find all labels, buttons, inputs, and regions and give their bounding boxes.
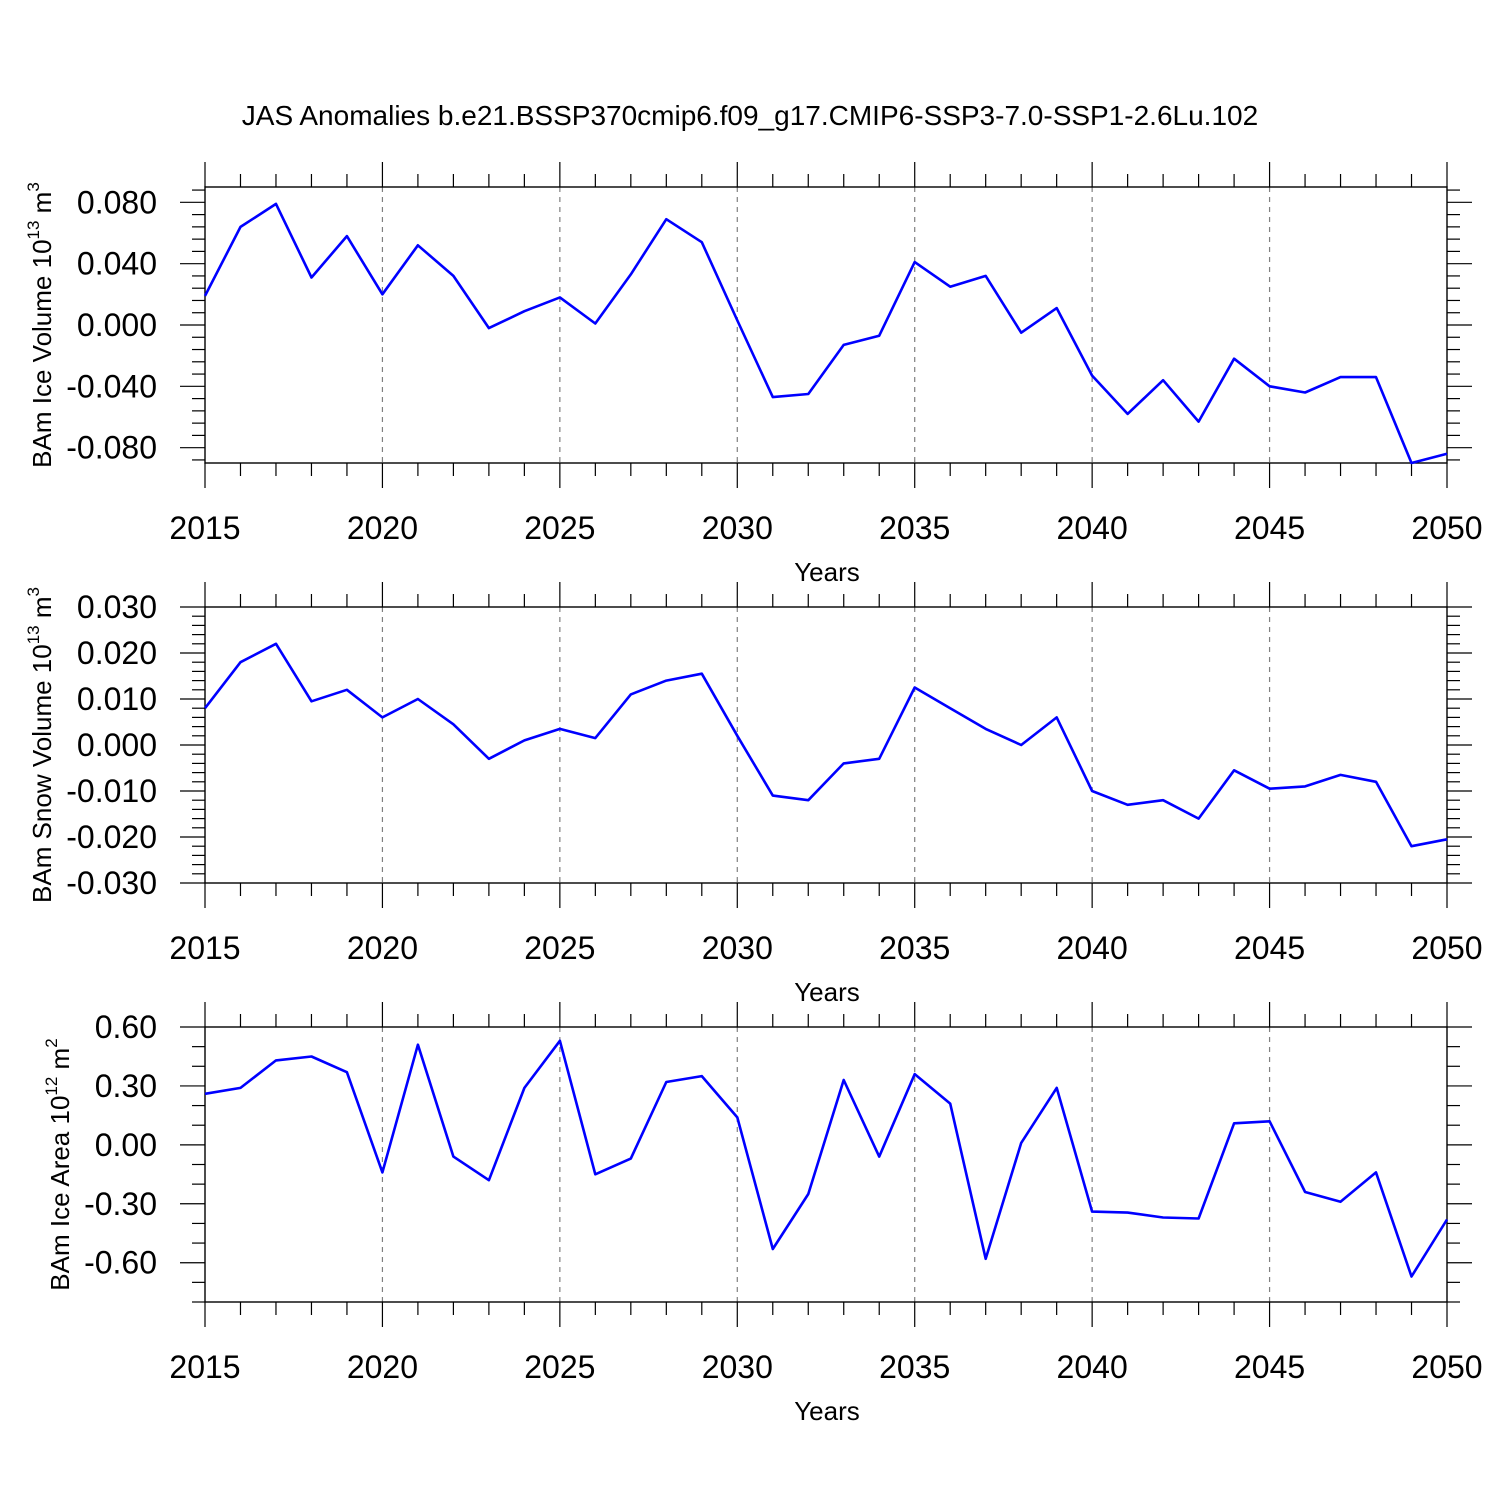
x-tick-label: 2030	[702, 930, 773, 966]
x-axis-label: Years	[794, 1396, 860, 1426]
y-axis-label: BAm Ice Area 1012 m2	[42, 1038, 75, 1290]
y-tick-label: -0.040	[66, 368, 157, 404]
y-axis-label-unit: m	[27, 192, 57, 221]
x-tick-label: 2050	[1411, 1349, 1482, 1385]
x-tick-label: 2050	[1411, 510, 1482, 546]
x-tick-label: 2025	[524, 510, 595, 546]
x-tick-label: 2020	[347, 510, 418, 546]
x-tick-label: 2020	[347, 930, 418, 966]
y-axis-label-exponent: 12	[42, 1077, 61, 1096]
y-tick-label: -0.030	[66, 865, 157, 901]
x-tick-label: 2050	[1411, 930, 1482, 966]
y-axis-label: BAm Snow Volume 1013 m3	[24, 587, 57, 903]
y-tick-label: 0.30	[95, 1068, 157, 1104]
y-axis-label-unit-exponent: 2	[42, 1038, 61, 1047]
x-tick-label: 2015	[169, 1349, 240, 1385]
series-line	[203, 202, 1448, 465]
chart-panel-3: 0.60 0.30 0.00 -0.30 -0.60 2015 2020 2025 2030 20…	[42, 1002, 1483, 1426]
chart-panel-1: 0.080 0.040 0.000 -0.040 -0.080 2015 2020 2025 2…	[24, 162, 1483, 587]
series-line	[203, 642, 1448, 848]
y-axis-label-unit: m	[27, 596, 57, 625]
y-tick-label: -0.010	[66, 773, 157, 809]
x-tick-label: 2025	[524, 1349, 595, 1385]
y-tick-label: 0.000	[77, 727, 157, 763]
y-tick-label: 0.60	[95, 1009, 157, 1045]
y-axis-label-exponent: 13	[24, 221, 43, 240]
x-axis-label: Years	[794, 977, 860, 1007]
x-tick-label: 2045	[1234, 930, 1305, 966]
x-tick-label: 2020	[347, 1349, 418, 1385]
x-tick-label: 2040	[1057, 1349, 1128, 1385]
y-tick-label: -0.30	[84, 1186, 157, 1222]
y-tick-label: 0.030	[77, 589, 157, 625]
x-tick-label: 2030	[702, 510, 773, 546]
x-tick-label: 2045	[1234, 1349, 1305, 1385]
series-line	[204, 1039, 1449, 1278]
y-axis-label-text: BAm Snow Volume 10	[27, 644, 57, 903]
chart-panel-2: 0.030 0.020 0.010 0.000 -0.010 -0.020 -0.030 20…	[24, 582, 1483, 1007]
x-tick-label: 2025	[524, 930, 595, 966]
x-tick-label: 2040	[1057, 510, 1128, 546]
figure-title: JAS Anomalies b.e21.BSSP370cmip6.f09_g17…	[242, 100, 1258, 131]
y-axis-label-unit-exponent: 3	[24, 182, 43, 191]
x-tick-label: 2035	[879, 510, 950, 546]
x-axis-label: Years	[794, 557, 860, 587]
y-axis-label-exponent: 13	[24, 625, 43, 644]
x-tick-label: 2035	[879, 1349, 950, 1385]
x-tick-label: 2045	[1234, 510, 1305, 546]
y-tick-label: 0.080	[77, 184, 157, 220]
x-tick-label: 2015	[169, 930, 240, 966]
y-tick-label: 0.040	[77, 246, 157, 282]
y-tick-label: 0.00	[95, 1127, 157, 1163]
y-tick-label: -0.60	[84, 1245, 157, 1281]
y-axis-label-text: BAm Ice Volume 10	[27, 239, 57, 467]
x-tick-label: 2030	[702, 1349, 773, 1385]
y-tick-label: -0.080	[66, 430, 157, 466]
panels: 0.080 0.040 0.000 -0.040 -0.080 2015 2020 2025 2…	[24, 162, 1483, 1426]
y-tick-label: 0.000	[77, 307, 157, 343]
y-tick-label: -0.020	[66, 819, 157, 855]
x-tick-label: 2040	[1057, 930, 1128, 966]
y-axis-label-text: BAm Ice Area 10	[45, 1096, 75, 1291]
plot-frame	[204, 1026, 1448, 1303]
y-axis-label-unit-exponent: 3	[24, 587, 43, 596]
y-axis-label: BAm Ice Volume 1013 m3	[24, 182, 57, 468]
plot-frame	[204, 186, 1448, 464]
y-tick-label: 0.020	[77, 635, 157, 671]
y-axis-label-unit: m	[45, 1048, 75, 1077]
y-tick-label: 0.010	[77, 681, 157, 717]
x-tick-label: 2035	[879, 930, 950, 966]
x-tick-label: 2015	[169, 510, 240, 546]
plot-frame	[204, 606, 1448, 884]
